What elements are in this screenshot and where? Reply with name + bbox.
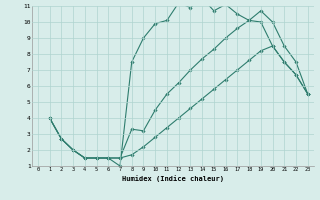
X-axis label: Humidex (Indice chaleur): Humidex (Indice chaleur) [122, 175, 224, 182]
